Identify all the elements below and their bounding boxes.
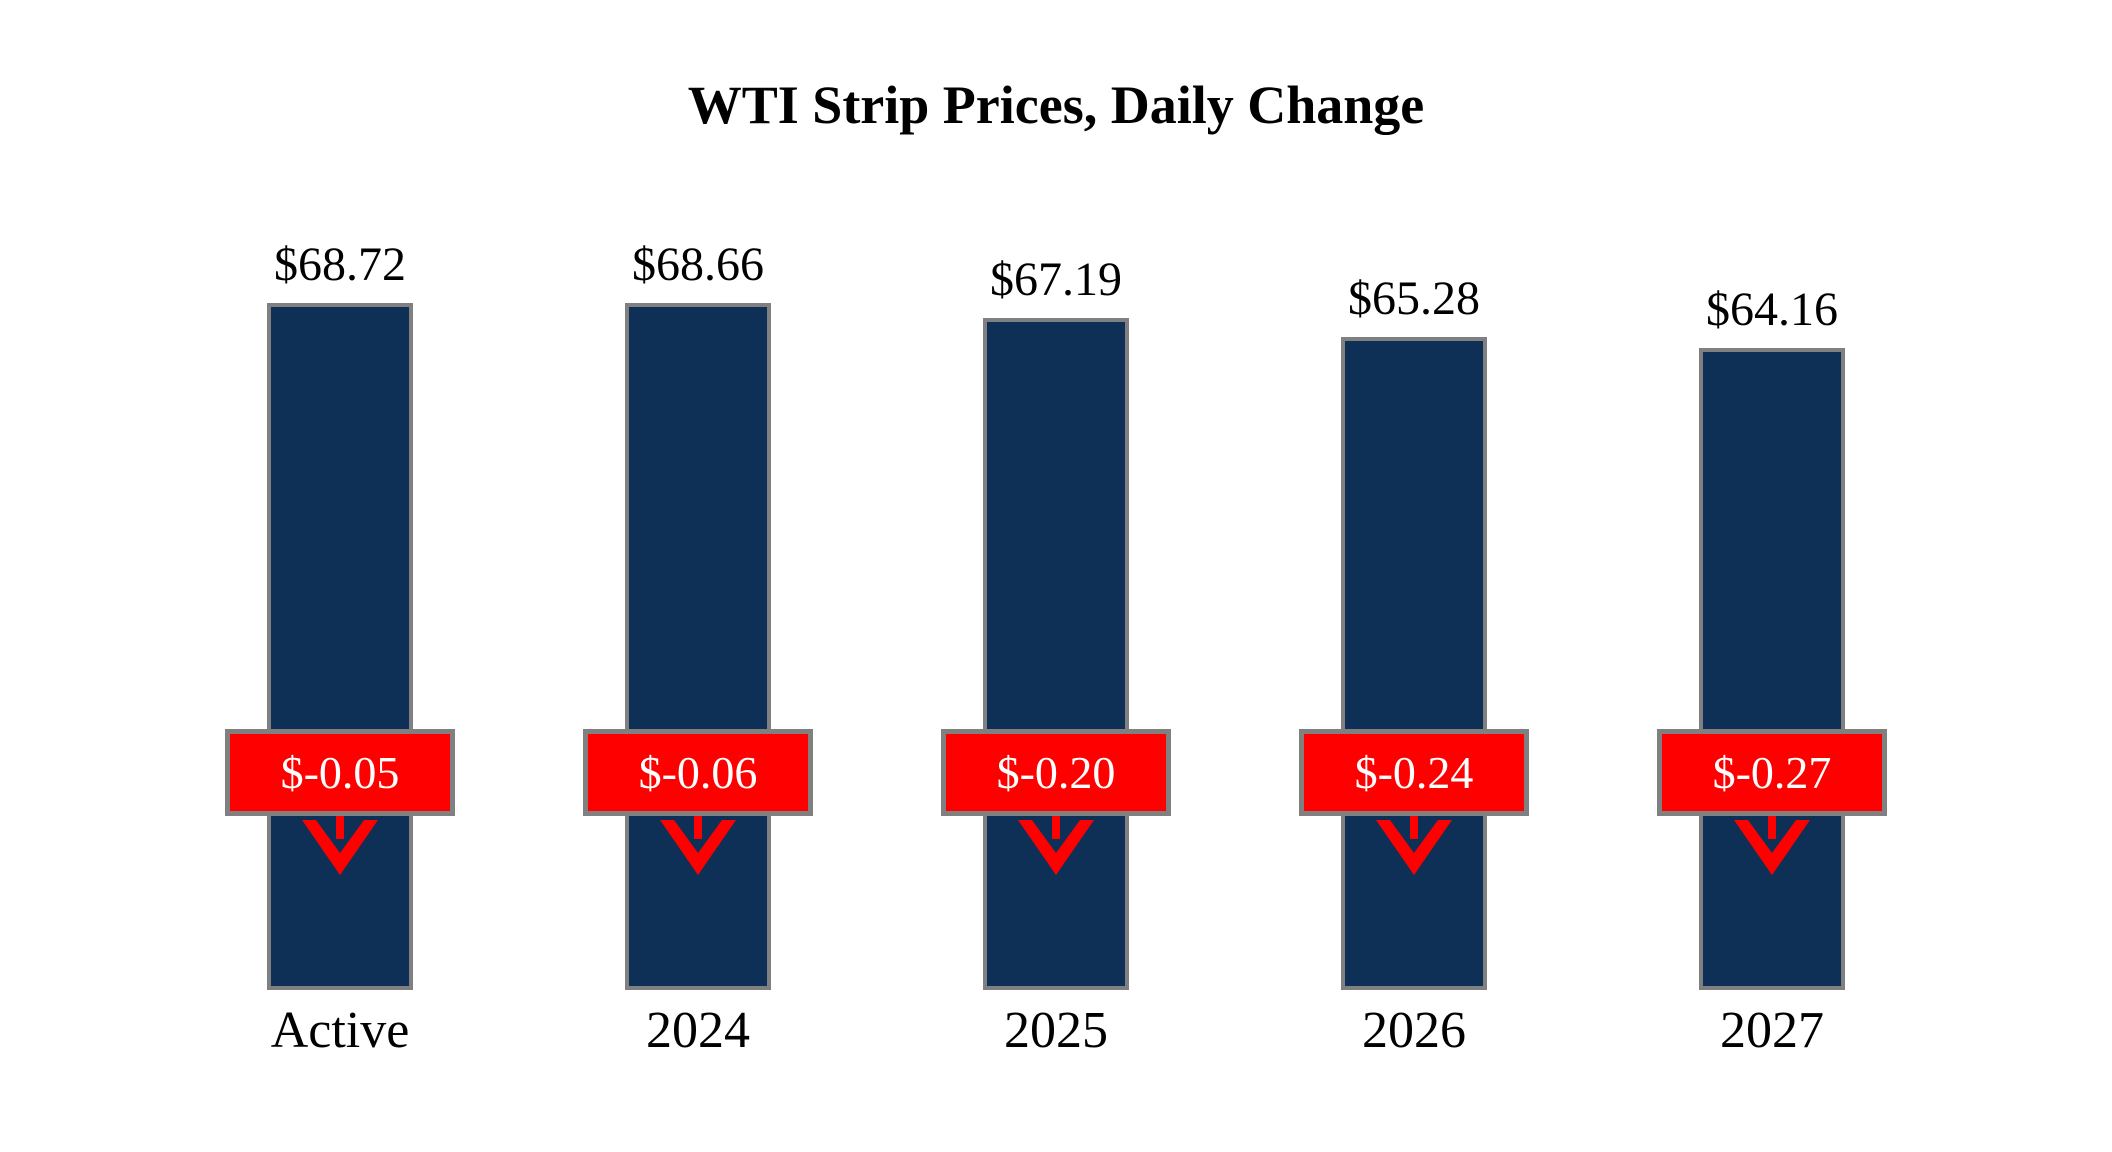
bar-value-label: $68.66 — [632, 238, 764, 292]
daily-change-label: $-0.27 — [1712, 746, 1832, 798]
bar — [983, 318, 1129, 990]
daily-change-label: $-0.05 — [280, 746, 400, 798]
daily-change-label: $-0.20 — [996, 746, 1116, 798]
down-arrow-icon — [1018, 815, 1094, 875]
bar-value-label: $65.28 — [1348, 272, 1480, 326]
daily-change-badge: $-0.20 — [941, 729, 1171, 816]
bar-value-label: $67.19 — [990, 253, 1122, 307]
daily-change-badge: $-0.06 — [583, 729, 813, 816]
category-label: Active — [270, 1002, 410, 1059]
bar — [1699, 348, 1845, 990]
bar — [1341, 337, 1487, 990]
bar — [267, 302, 413, 990]
daily-change-badge: $-0.24 — [1299, 729, 1529, 816]
daily-change-label: $-0.06 — [638, 746, 758, 798]
category-label: 2026 — [1362, 1002, 1466, 1059]
daily-change-badge: $-0.27 — [1657, 729, 1887, 816]
category-label: 2024 — [646, 1002, 750, 1059]
bar — [625, 303, 771, 990]
daily-change-label: $-0.24 — [1354, 746, 1474, 798]
bar-value-label: $64.16 — [1706, 283, 1838, 337]
down-arrow-icon — [660, 815, 736, 875]
daily-change-badge: $-0.05 — [225, 729, 455, 816]
category-label: 2025 — [1004, 1002, 1108, 1059]
down-arrow-icon — [1376, 815, 1452, 875]
category-label: 2027 — [1720, 1002, 1824, 1059]
down-arrow-icon — [1734, 815, 1810, 875]
down-arrow-icon — [302, 815, 378, 875]
bar-value-label: $68.72 — [274, 237, 406, 291]
chart-title: WTI Strip Prices, Daily Change — [687, 75, 1425, 135]
